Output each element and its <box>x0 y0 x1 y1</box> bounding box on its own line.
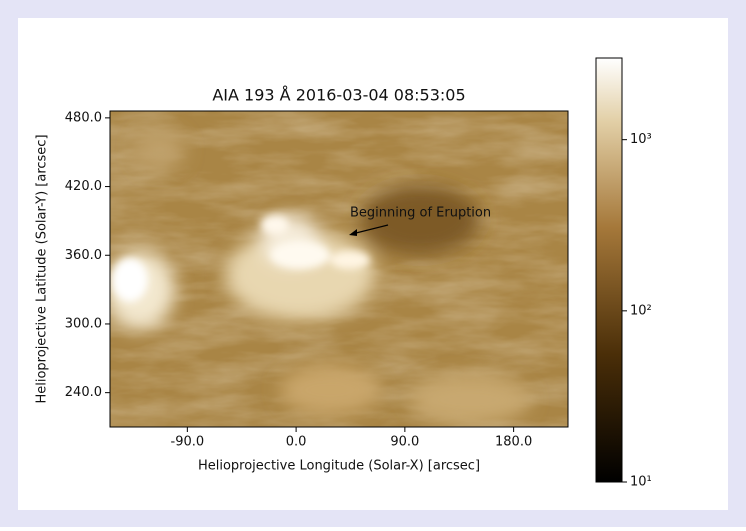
x-tick-label: 180.0 <box>495 435 532 450</box>
colorbar-tick-label: 10² <box>630 303 652 318</box>
y-tick-label: 480.0 <box>65 110 102 125</box>
x-axis-label: Helioprojective Longitude (Solar-X) [arc… <box>198 459 480 474</box>
colorbar-tick-label: 10¹ <box>630 475 652 490</box>
chart-title: AIA 193 Å 2016-03-04 08:53:05 <box>212 86 465 105</box>
x-tick-label: 90.0 <box>390 435 419 450</box>
y-tick-label: 300.0 <box>65 316 102 331</box>
x-tick-label: 0.0 <box>286 435 307 450</box>
colorbar <box>596 58 622 482</box>
solar-image <box>105 111 568 427</box>
chart: AIA 193 Å 2016-03-04 08:53:05 Helioproje… <box>0 0 746 527</box>
y-tick-label: 240.0 <box>65 385 102 400</box>
annotation: Beginning of Eruption <box>350 206 491 221</box>
y-tick-label: 360.0 <box>65 248 102 263</box>
y-tick-label: 420.0 <box>65 179 102 194</box>
y-axis-label: Helioprojective Latitude (Solar-Y) [arcs… <box>35 134 50 403</box>
x-tick-label: -90.0 <box>171 435 205 450</box>
colorbar-tick-label: 10³ <box>630 132 652 147</box>
